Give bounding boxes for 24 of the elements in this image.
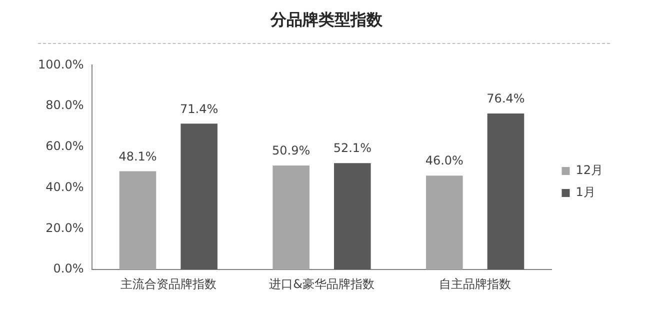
- data-label: 52.1%: [333, 141, 372, 156]
- bar: [272, 166, 310, 270]
- data-label: 48.1%: [118, 149, 157, 164]
- data-label: 50.9%: [272, 144, 310, 158]
- y-tick-label: 40.0%: [46, 180, 84, 194]
- x-tick-label: 自主品牌指数: [439, 276, 512, 291]
- data-label: 46.0%: [425, 154, 464, 168]
- legend-label: 12月: [576, 163, 604, 178]
- y-tick-label: 80.0%: [46, 98, 84, 112]
- bar: [426, 176, 463, 270]
- bar: [334, 163, 371, 270]
- y-tick-label: 60.0%: [46, 139, 84, 154]
- y-tick-label: 100.0%: [38, 57, 84, 72]
- x-tick-label: 进口&豪华品牌指数: [269, 276, 374, 291]
- data-label: 76.4%: [486, 92, 525, 106]
- x-tick-label: 主流合资品牌指数: [120, 276, 216, 291]
- bar: [487, 113, 524, 270]
- y-tick-label: 20.0%: [46, 220, 84, 235]
- data-label: 71.4%: [180, 102, 218, 116]
- bar: [180, 124, 218, 270]
- chart-title: 分品牌类型指数: [269, 10, 384, 31]
- bar: [119, 171, 156, 270]
- legend-label: 1月: [576, 185, 596, 200]
- y-tick-label: 0.0%: [53, 262, 84, 276]
